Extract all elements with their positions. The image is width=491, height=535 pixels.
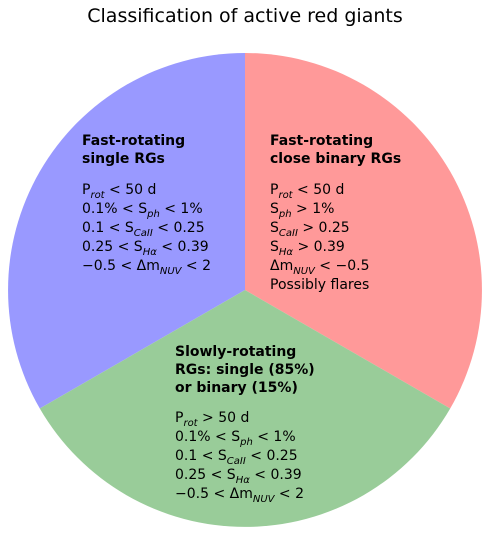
title: Classification of active red giants bbox=[87, 5, 402, 27]
subscript: ph bbox=[278, 209, 292, 220]
criterion-text: > 0.25 bbox=[298, 220, 350, 236]
criterion: ΔmNUV < −0.5 bbox=[270, 258, 370, 277]
criterion-text: Δm bbox=[270, 258, 293, 274]
criterion-text: P bbox=[270, 182, 278, 198]
subscript: Hα bbox=[279, 247, 294, 258]
criterion: −0.5 < ΔmNUV < 2 bbox=[175, 486, 304, 505]
sector-binary bbox=[245, 53, 482, 409]
criterion-text: 0.25 < S bbox=[175, 467, 236, 483]
criterion-text: 0.1 < S bbox=[175, 448, 227, 464]
criterion-text: 0.1 < S bbox=[82, 220, 134, 236]
subscript: CaII bbox=[134, 228, 153, 239]
criterion-text: 0.1% < S bbox=[82, 201, 147, 217]
criterion-text: < 0.25 bbox=[246, 448, 298, 464]
criterion-text: S bbox=[270, 201, 279, 217]
criterion: SCaII > 0.25 bbox=[270, 220, 350, 239]
criterion-text: < 0.39 bbox=[157, 239, 209, 255]
subscript: NUV bbox=[293, 266, 316, 277]
criterion-text: > 0.39 bbox=[293, 239, 345, 255]
sector-heading: Slowly-rotating bbox=[175, 344, 296, 360]
criterion: 0.1% < Sph < 1% bbox=[82, 201, 203, 220]
criterion: 0.25 < SHα < 0.39 bbox=[175, 467, 302, 486]
criterion-text: Possibly flares bbox=[270, 277, 369, 293]
criterion: SHα > 0.39 bbox=[270, 239, 345, 258]
subscript: Hα bbox=[143, 247, 158, 258]
criterion: 0.1 < SCaII < 0.25 bbox=[175, 448, 298, 467]
sector-slow bbox=[39, 290, 451, 527]
subscript: Hα bbox=[236, 475, 251, 486]
sector-heading: Fast-rotating bbox=[82, 133, 185, 149]
subscript: ph bbox=[146, 209, 160, 220]
subscript: NUV bbox=[160, 266, 183, 277]
criterion-text: < 2 bbox=[181, 258, 211, 274]
criterion-text: < −0.5 bbox=[315, 258, 370, 274]
criterion: 0.25 < SHα < 0.39 bbox=[82, 239, 209, 258]
sector-heading: RGs: single (85%) bbox=[175, 362, 315, 378]
criterion-text: S bbox=[270, 220, 279, 236]
subscript: CaII bbox=[227, 456, 246, 467]
sector-heading: Fast-rotating bbox=[270, 133, 373, 149]
criterion-text: 0.1% < S bbox=[175, 429, 240, 445]
criterion: −0.5 < ΔmNUV < 2 bbox=[82, 258, 211, 277]
subscript: rot bbox=[183, 418, 198, 429]
criterion-text: > 1% bbox=[292, 201, 335, 217]
criterion-text: < 0.25 bbox=[153, 220, 205, 236]
subscript: ph bbox=[239, 437, 253, 448]
criterion-text: < 2 bbox=[274, 486, 304, 502]
criterion: 0.1 < SCaII < 0.25 bbox=[82, 220, 205, 239]
sector-single bbox=[8, 53, 245, 409]
criterion-text: < 50 d bbox=[105, 182, 157, 198]
subscript: rot bbox=[90, 190, 105, 201]
criterion-text: P bbox=[82, 182, 90, 198]
criterion-text: −0.5 < Δm bbox=[82, 258, 160, 274]
criterion: Prot < 50 d bbox=[82, 182, 156, 201]
sector-heading: or binary (15%) bbox=[175, 380, 298, 396]
criterion: Prot < 50 d bbox=[270, 182, 344, 201]
criterion-text: P bbox=[175, 410, 183, 426]
subscript: CaII bbox=[279, 228, 298, 239]
criterion-text: < 1% bbox=[160, 201, 203, 217]
criterion-text: −0.5 < Δm bbox=[175, 486, 253, 502]
subscript: rot bbox=[278, 190, 293, 201]
criterion-text: < 1% bbox=[253, 429, 296, 445]
sector-heading: close binary RGs bbox=[270, 151, 401, 167]
criterion: Possibly flares bbox=[270, 277, 369, 293]
criterion: Prot > 50 d bbox=[175, 410, 249, 429]
criterion-text: < 0.39 bbox=[250, 467, 302, 483]
criterion-text: < 50 d bbox=[293, 182, 345, 198]
criterion: 0.1% < Sph < 1% bbox=[175, 429, 296, 448]
criterion: Sph > 1% bbox=[270, 201, 334, 220]
criterion-text: 0.25 < S bbox=[82, 239, 143, 255]
subscript: NUV bbox=[253, 494, 276, 505]
criterion-text: S bbox=[270, 239, 279, 255]
sector-heading: single RGs bbox=[82, 151, 165, 167]
criterion-text: > 50 d bbox=[198, 410, 250, 426]
